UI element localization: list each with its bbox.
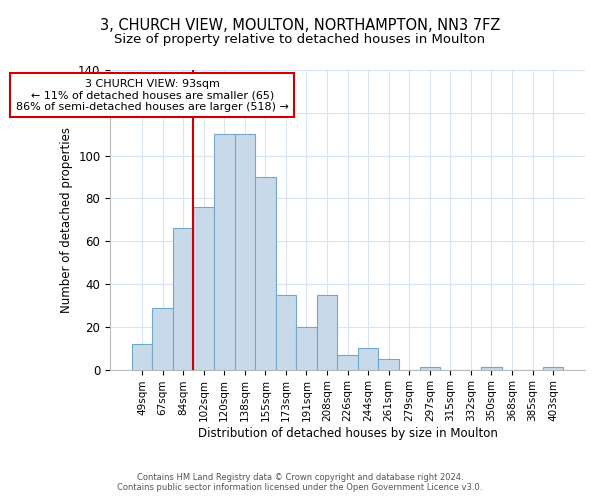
Bar	[543, 368, 563, 370]
X-axis label: Distribution of detached houses by size in Moulton: Distribution of detached houses by size …	[197, 427, 497, 440]
Bar	[132, 344, 152, 370]
Bar	[358, 348, 379, 370]
Bar	[173, 228, 193, 370]
Bar	[235, 134, 255, 370]
Bar	[275, 294, 296, 370]
Bar	[337, 354, 358, 370]
Bar	[296, 327, 317, 370]
Bar	[419, 368, 440, 370]
Bar	[379, 359, 399, 370]
Bar	[481, 368, 502, 370]
Bar	[152, 308, 173, 370]
Text: 3, CHURCH VIEW, MOULTON, NORTHAMPTON, NN3 7FZ: 3, CHURCH VIEW, MOULTON, NORTHAMPTON, NN…	[100, 18, 500, 32]
Bar	[193, 207, 214, 370]
Y-axis label: Number of detached properties: Number of detached properties	[59, 127, 73, 313]
Bar	[317, 294, 337, 370]
Bar	[214, 134, 235, 370]
Text: Contains HM Land Registry data © Crown copyright and database right 2024.
Contai: Contains HM Land Registry data © Crown c…	[118, 473, 482, 492]
Text: Size of property relative to detached houses in Moulton: Size of property relative to detached ho…	[115, 32, 485, 46]
Bar	[255, 177, 275, 370]
Text: 3 CHURCH VIEW: 93sqm
← 11% of detached houses are smaller (65)
86% of semi-detac: 3 CHURCH VIEW: 93sqm ← 11% of detached h…	[16, 78, 289, 112]
